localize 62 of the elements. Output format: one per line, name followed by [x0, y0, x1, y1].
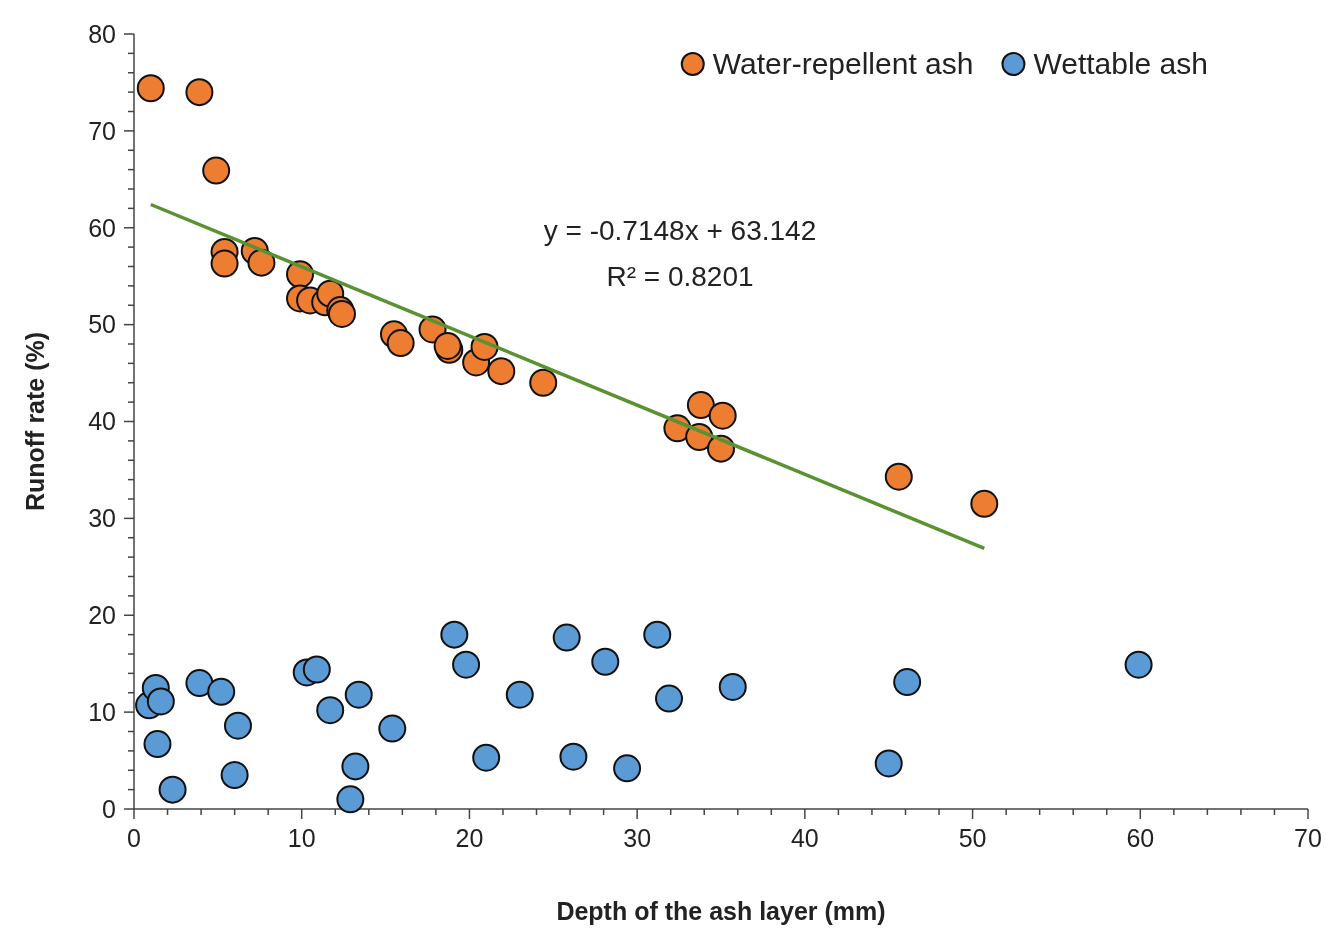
point: [505, 680, 534, 709]
x-axis-title: Depth of the ash layer (mm): [556, 897, 886, 925]
point: [136, 74, 165, 103]
point: [158, 775, 187, 804]
point: [207, 677, 236, 706]
point: [247, 248, 276, 277]
point: [893, 668, 922, 697]
point: [344, 680, 373, 709]
point: [559, 742, 588, 771]
legend-label: Water-repellent ash: [712, 47, 974, 80]
x-tick-label: 40: [790, 824, 819, 852]
legend-label: Wettable ash: [1033, 47, 1208, 80]
x-tick-label: 20: [455, 824, 484, 852]
point: [386, 329, 415, 358]
x-tick-label: 10: [287, 824, 316, 852]
y-tick-label: 80: [88, 19, 116, 48]
x-tick-label: 30: [623, 824, 652, 852]
point: [552, 623, 581, 652]
point: [378, 714, 407, 743]
point: [223, 711, 252, 740]
point: [643, 620, 672, 649]
point: [718, 672, 747, 701]
point: [146, 687, 175, 716]
point: [529, 368, 558, 397]
point: [1124, 650, 1153, 679]
y-tick-label: 10: [88, 697, 116, 726]
x-tick-label: 50: [958, 824, 987, 852]
y-axis-title: Runoff rate (%): [21, 331, 49, 512]
annotation: R² = 0.8201: [606, 261, 754, 292]
point: [452, 650, 481, 679]
point: [686, 391, 715, 420]
x-tick-label: 0: [127, 824, 141, 852]
point: [440, 620, 469, 649]
y-tick-label: 50: [88, 310, 116, 339]
point: [185, 669, 214, 698]
point: [302, 655, 331, 684]
x-tick-label: 60: [1126, 824, 1155, 852]
point: [874, 749, 903, 778]
y-tick-label: 70: [88, 116, 116, 145]
point: [487, 357, 516, 386]
point: [970, 489, 999, 518]
y-tick-label: 0: [102, 794, 116, 823]
y-tick-label: 60: [88, 213, 116, 242]
point: [708, 401, 737, 430]
point: [472, 743, 501, 772]
point: [202, 156, 231, 185]
point: [341, 752, 370, 781]
point: [591, 647, 620, 676]
x-tick-label: 70: [1294, 824, 1322, 852]
point: [143, 730, 172, 759]
point: [185, 78, 214, 107]
y-tick-label: 20: [88, 601, 116, 629]
annotation: y = -0.7148x + 63.142: [543, 215, 817, 246]
point: [655, 684, 684, 713]
y-tick-label: 30: [88, 504, 116, 533]
point: [316, 696, 345, 725]
y-tick-label: 40: [88, 407, 116, 436]
point: [613, 754, 642, 783]
point: [210, 249, 239, 278]
point: [220, 761, 249, 790]
point: [336, 785, 365, 814]
point: [884, 462, 913, 491]
